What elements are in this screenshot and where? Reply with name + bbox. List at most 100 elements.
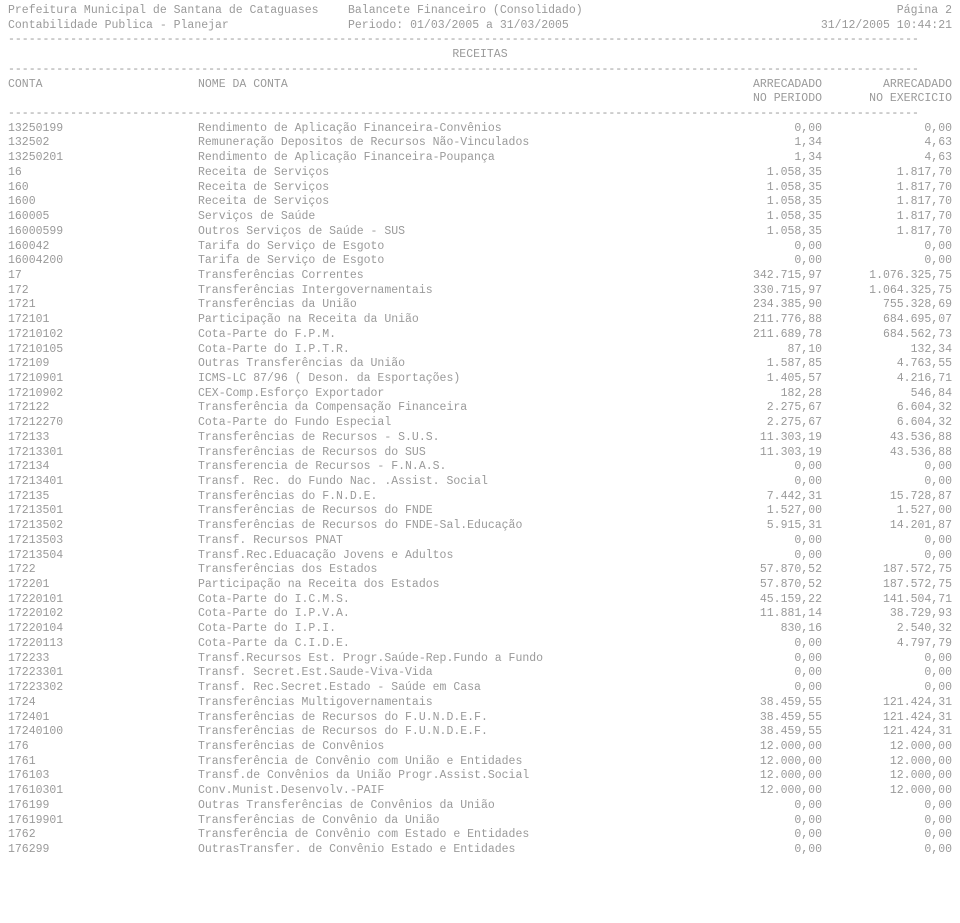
cell-exercicio: 4,63 [822, 136, 952, 151]
cell-exercicio: 132,34 [822, 343, 952, 358]
cell-code: 13250199 [8, 122, 198, 137]
divider: ----------------------------------------… [8, 33, 952, 48]
cell-exercicio: 12.000,00 [822, 755, 952, 770]
cell-name: Receita de Serviços [198, 166, 692, 181]
cell-name: Transferências de Recursos do F.U.N.D.E.… [198, 725, 692, 740]
cell-periodo: 2.275,67 [692, 401, 822, 416]
cell-exercicio: 141.504,71 [822, 593, 952, 608]
cell-name: Outros Serviços de Saúde - SUS [198, 225, 692, 240]
cell-periodo: 12.000,00 [692, 740, 822, 755]
divider: ----------------------------------------… [8, 107, 952, 122]
cell-periodo: 12.000,00 [692, 755, 822, 770]
cell-periodo: 0,00 [692, 799, 822, 814]
cell-periodo: 342.715,97 [692, 269, 822, 284]
cell-code: 17213401 [8, 475, 198, 490]
col-blank [198, 92, 692, 107]
table-row: 17210105Cota-Parte do I.P.T.R.87,10132,3… [8, 343, 952, 358]
table-row: 17212270Cota-Parte do Fundo Especial2.27… [8, 416, 952, 431]
cell-name: Transferências da União [198, 298, 692, 313]
cell-periodo: 1.527,00 [692, 504, 822, 519]
cell-name: Transferências de Recursos - S.U.S. [198, 431, 692, 446]
cell-name: Transf.Recursos Est. Progr.Saúde-Rep.Fun… [198, 652, 692, 667]
cell-code: 17213504 [8, 549, 198, 564]
cell-code: 1600 [8, 195, 198, 210]
cell-exercicio: 2.540,32 [822, 622, 952, 637]
cell-exercicio: 12.000,00 [822, 769, 952, 784]
cell-code: 1761 [8, 755, 198, 770]
table-row: 17610301Conv.Munist.Desenvolv.-PAIF12.00… [8, 784, 952, 799]
cell-name: Cota-Parte do I.P.T.R. [198, 343, 692, 358]
cell-code: 132502 [8, 136, 198, 151]
cell-code: 172134 [8, 460, 198, 475]
cell-code: 17220113 [8, 637, 198, 652]
table-row: 13250199Rendimento de Aplicação Financei… [8, 122, 952, 137]
table-row: 172101Participação na Receita da União21… [8, 313, 952, 328]
cell-periodo: 11.881,14 [692, 607, 822, 622]
cell-periodo: 1,34 [692, 151, 822, 166]
table-row: 172122Transferência da Compensação Finan… [8, 401, 952, 416]
table-row: 17619901Transferências de Convênio da Un… [8, 814, 952, 829]
column-header-row-2: NO PERIODO NO EXERCICIO [8, 92, 952, 107]
header-row-1: Prefeitura Municipal de Santana de Catag… [8, 4, 952, 19]
cell-code: 17210105 [8, 343, 198, 358]
cell-periodo: 211.776,88 [692, 313, 822, 328]
table-row: 172233Transf.Recursos Est. Progr.Saúde-R… [8, 652, 952, 667]
cell-periodo: 0,00 [692, 475, 822, 490]
cell-periodo: 211.689,78 [692, 328, 822, 343]
cell-exercicio: 0,00 [822, 549, 952, 564]
cell-code: 172122 [8, 401, 198, 416]
cell-periodo: 57.870,52 [692, 578, 822, 593]
page-number: Página 2 [688, 4, 952, 19]
table-row: 13250201Rendimento de Aplicação Financei… [8, 151, 952, 166]
cell-periodo: 0,00 [692, 460, 822, 475]
cell-name: Transferências de Recursos do FNDE-Sal.E… [198, 519, 692, 534]
cell-periodo: 0,00 [692, 254, 822, 269]
cell-name: Transferências de Convênios [198, 740, 692, 755]
cell-exercicio: 14.201,87 [822, 519, 952, 534]
cell-name: Tarifa do Serviço de Esgoto [198, 240, 692, 255]
cell-periodo: 38.459,55 [692, 725, 822, 740]
cell-exercicio: 0,00 [822, 254, 952, 269]
cell-exercicio: 4,63 [822, 151, 952, 166]
table-row: 17Transferências Correntes342.715,971.07… [8, 269, 952, 284]
cell-exercicio: 0,00 [822, 681, 952, 696]
table-row: 172135Transferências do F.N.D.E.7.442,31… [8, 490, 952, 505]
cell-name: Transferência da Compensação Financeira [198, 401, 692, 416]
cell-code: 1722 [8, 563, 198, 578]
cell-name: Cota-Parte do I.P.V.A. [198, 607, 692, 622]
cell-code: 172109 [8, 357, 198, 372]
cell-periodo: 234.385,90 [692, 298, 822, 313]
cell-periodo: 12.000,00 [692, 784, 822, 799]
cell-name: Participação na Receita dos Estados [198, 578, 692, 593]
table-row: 17210902CEX-Comp.Esforço Exportador182,2… [8, 387, 952, 402]
cell-periodo: 5.915,31 [692, 519, 822, 534]
cell-exercicio: 684.695,07 [822, 313, 952, 328]
col-exercicio: NO EXERCICIO [822, 92, 952, 107]
cell-name: Serviços de Saúde [198, 210, 692, 225]
cell-periodo: 2.275,67 [692, 416, 822, 431]
cell-code: 172401 [8, 711, 198, 726]
table-row: 176299OutrasTransfer. de Convênio Estado… [8, 843, 952, 858]
table-row: 17223301Transf. Secret.Est.Saude-Viva-Vi… [8, 666, 952, 681]
cell-code: 17210901 [8, 372, 198, 387]
table-row: 172Transferências Intergovernamentais330… [8, 284, 952, 299]
cell-exercicio: 1.817,70 [822, 210, 952, 225]
cell-code: 17213301 [8, 446, 198, 461]
cell-name: Transferências Correntes [198, 269, 692, 284]
cell-exercicio: 0,00 [822, 799, 952, 814]
table-row: 17210102Cota-Parte do F.P.M.211.689,7868… [8, 328, 952, 343]
table-row: 17220104Cota-Parte do I.P.I.830,162.540,… [8, 622, 952, 637]
org-name: Prefeitura Municipal de Santana de Catag… [8, 4, 348, 19]
cell-code: 17220102 [8, 607, 198, 622]
cell-periodo: 11.303,19 [692, 446, 822, 461]
cell-exercicio: 121.424,31 [822, 711, 952, 726]
cell-exercicio: 43.536,88 [822, 431, 952, 446]
table-row: 176103Transf.de Convênios da União Progr… [8, 769, 952, 784]
cell-exercicio: 6.604,32 [822, 416, 952, 431]
cell-code: 17213502 [8, 519, 198, 534]
col-periodo: NO PERIODO [692, 92, 822, 107]
cell-exercicio: 6.604,32 [822, 401, 952, 416]
column-header-row-1: CONTA NOME DA CONTA ARRECADADO ARRECADAD… [8, 78, 952, 93]
cell-exercicio: 1.817,70 [822, 225, 952, 240]
cell-periodo: 87,10 [692, 343, 822, 358]
